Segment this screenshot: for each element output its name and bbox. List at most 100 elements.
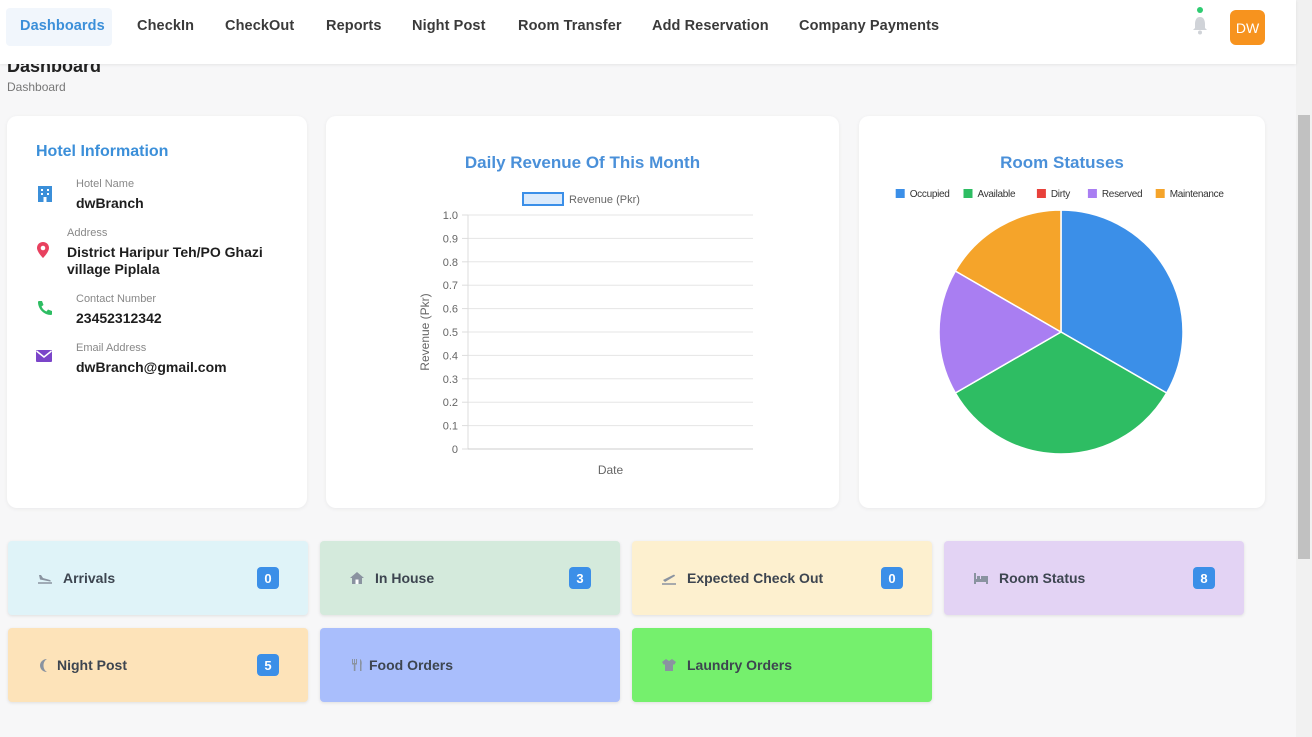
avatar[interactable]: DW <box>1230 10 1265 45</box>
building-icon <box>38 186 52 202</box>
count-badge: 8 <box>1193 567 1215 589</box>
legend-label: Reserved <box>1102 189 1142 200</box>
count-badge: 3 <box>569 567 591 589</box>
tile-label: Food Orders <box>369 657 454 673</box>
y-tick-label: 0.8 <box>443 257 458 269</box>
legend-label: Dirty <box>1051 189 1070 200</box>
tile-label: Room Status <box>999 570 1086 586</box>
email-label: Email Address <box>76 342 147 354</box>
tile-night-post[interactable]: Night Post 5 <box>8 628 308 702</box>
envelope-icon <box>36 350 52 362</box>
tile-room-status[interactable]: Room Status 8 <box>944 541 1244 615</box>
tile-label: Arrivals <box>63 570 116 586</box>
legend-label: Occupied <box>910 189 950 200</box>
tile-expected-check-out[interactable]: Expected Check Out 0 <box>632 541 932 615</box>
legend-item-occupied[interactable]: Occupied <box>895 189 950 200</box>
tile-label: In House <box>375 570 435 586</box>
pie-slice-reserved[interactable] <box>938 269 1063 395</box>
legend-label-revenue[interactable]: Revenue (Pkr) <box>569 194 640 206</box>
legend-swatch <box>1036 189 1046 198</box>
moon-icon <box>40 659 47 672</box>
nav-room-transfer[interactable]: Room Transfer <box>518 18 622 34</box>
nav-company-payments[interactable]: Company Payments <box>799 18 940 34</box>
tile-label: Expected Check Out <box>687 570 824 586</box>
address-row: Address District Haripur Teh/PO Ghazi vi… <box>67 227 287 278</box>
home-icon <box>350 572 364 584</box>
y-tick-label: 0.9 <box>443 233 458 245</box>
nav-checkout[interactable]: CheckOut <box>225 18 295 34</box>
pie-slice-maintenance[interactable] <box>954 209 1062 334</box>
y-tick-label: 0.5 <box>443 327 458 339</box>
tile-laundry-orders[interactable]: Laundry Orders <box>632 628 932 702</box>
nav-reports[interactable]: Reports <box>326 18 382 34</box>
legend-item-available[interactable]: Available <box>963 189 1016 200</box>
y-tick-label: 0.3 <box>443 374 458 386</box>
y-tick-label: 0.4 <box>443 350 458 362</box>
top-navbar: Dashboards CheckIn CheckOut Reports Nigh… <box>0 0 1296 64</box>
nav-add-reservation[interactable]: Add Reservation <box>652 18 769 34</box>
pie-slice-occupied[interactable] <box>1060 209 1184 395</box>
y-tick-label: 0.6 <box>443 304 458 316</box>
nav-checkin[interactable]: CheckIn <box>137 18 195 34</box>
tile-label: Laundry Orders <box>687 657 793 673</box>
y-axis-label: Revenue (Pkr) <box>418 293 432 370</box>
scrollbar-thumb[interactable] <box>1298 115 1310 559</box>
notification-dot <box>1197 7 1203 13</box>
hotel-name-row: Hotel Name dwBranch <box>76 178 144 212</box>
legend-label: Available <box>978 189 1016 200</box>
address-value: District Haripur Teh/PO Ghazi village Pi… <box>67 244 263 277</box>
count-badge: 5 <box>257 654 279 676</box>
y-tick-label: 0.7 <box>443 280 458 292</box>
revenue-chart-card: Daily Revenue Of This Month Revenue (Pkr… <box>326 116 839 508</box>
tile-in-house[interactable]: In House 3 <box>320 541 620 615</box>
revenue-chart: Revenue (Pkr) 0 0.1 0.2 0.3 0.4 0.5 0.6 0.7 0.8 0.… <box>418 192 753 477</box>
revenue-legend[interactable]: Revenue (Pkr) <box>522 192 640 206</box>
tile-arrivals[interactable]: Arrivals 0 <box>8 541 308 615</box>
nav-active-highlight <box>6 8 112 46</box>
plane-departure-icon <box>662 574 676 585</box>
breadcrumb[interactable]: Dashboard <box>7 80 66 94</box>
plane-landing-icon <box>38 575 52 584</box>
nav-dashboards[interactable]: Dashboards <box>20 18 105 34</box>
nav-night-post[interactable]: Night Post <box>412 18 486 34</box>
y-tick-label: 1.0 <box>443 210 458 222</box>
legend-label: Maintenance <box>1170 189 1225 200</box>
contact-value: 23452312342 <box>76 310 162 326</box>
room-status-chart-title: Room Statuses <box>1000 153 1124 172</box>
legend-swatch <box>1087 189 1097 198</box>
shirt-icon <box>662 659 676 671</box>
room-status-chart-card: Room Statuses Occupied Available Dirty Rese… <box>859 116 1265 508</box>
location-pin-icon <box>37 242 49 258</box>
tile-label: Night Post <box>57 657 127 673</box>
email-value[interactable]: dwBranch@gmail.com <box>76 359 227 375</box>
legend-item-maintenance[interactable]: Maintenance <box>1155 189 1225 200</box>
pie-slice-available[interactable] <box>954 331 1168 455</box>
bell-icon[interactable] <box>1191 14 1209 36</box>
legend-swatch <box>1155 189 1165 198</box>
contact-label: Contact Number <box>76 293 157 305</box>
legend-swatch <box>895 189 905 198</box>
legend-swatch <box>963 189 973 198</box>
y-tick-label: 0 <box>452 444 458 456</box>
legend-swatch-revenue <box>522 192 564 206</box>
contact-row: Contact Number 23452312342 <box>76 293 162 327</box>
tile-food-orders[interactable]: Food Orders <box>320 628 620 702</box>
email-row: Email Address dwBranch@gmail.com <box>76 342 227 376</box>
phone-icon <box>38 301 52 315</box>
count-badge: 0 <box>257 567 279 589</box>
hotel-name-value: dwBranch <box>76 195 144 211</box>
legend-item-reserved[interactable]: Reserved <box>1087 189 1143 200</box>
y-tick-label: 0.2 <box>443 397 458 409</box>
room-status-pie-chart: Occupied Available Dirty Reserved Maintenanc… <box>895 189 1225 455</box>
hotel-name-label: Hotel Name <box>76 178 135 190</box>
revenue-chart-title: Daily Revenue Of This Month <box>464 153 701 172</box>
count-badge: 0 <box>881 567 903 589</box>
utensils-icon <box>352 659 362 671</box>
legend-item-dirty[interactable]: Dirty <box>1036 189 1071 200</box>
hotel-info-card: Hotel Information Hotel Name dwBranch Ad… <box>7 116 307 508</box>
x-axis-label: Date <box>598 463 624 477</box>
bed-icon <box>974 573 988 584</box>
address-label: Address <box>67 227 108 239</box>
y-tick-label: 0.1 <box>443 421 458 433</box>
hotel-info-title: Hotel Information <box>36 143 169 160</box>
